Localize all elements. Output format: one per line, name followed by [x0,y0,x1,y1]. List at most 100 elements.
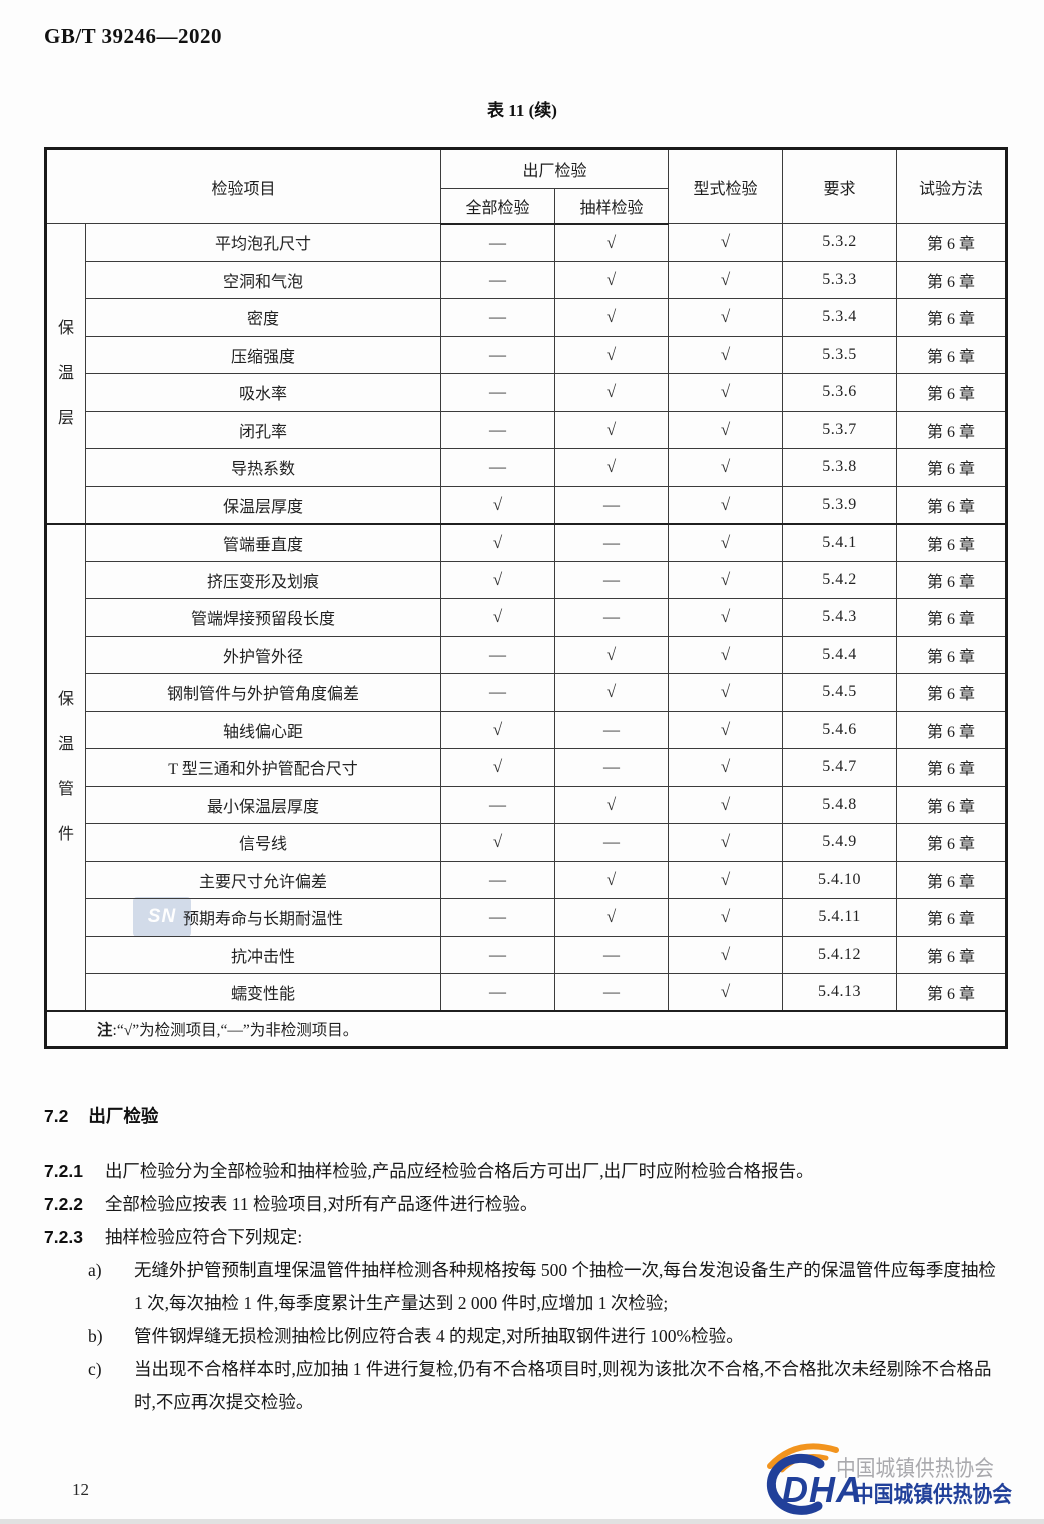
full-inspection-cell: — [440,373,556,412]
item-cell: 挤压变形及划痕 [84,560,442,599]
note-row: 注:“√”为检测项目,“—”为非检测项目。 [44,1010,1008,1048]
clause-7-2-3: 7.2.3 抽样检验应符合下列规定: [44,1221,1006,1254]
sampling-inspection-cell: √ [554,410,670,449]
full-inspection-cell: — [440,335,556,374]
type-inspection-cell: √ [668,860,784,899]
col-header-factory: 出厂检验 [440,148,670,189]
method-cell: 第 6 章 [896,598,1008,637]
item-cell: 导热系数 [84,448,442,487]
full-inspection-cell: √ [440,522,556,562]
type-inspection-cell: √ [668,335,784,374]
logo-c-swoosh-icon [766,1453,825,1515]
full-inspection-cell: — [440,860,556,899]
requirement-cell: 5.4.7 [782,748,898,787]
type-inspection-cell: √ [668,522,784,562]
list-marker: a) [88,1260,102,1280]
requirement-cell: 5.4.8 [782,785,898,824]
table-row: 保温层厚度 √ — √ 5.3.9 第 6 章 [46,485,1008,524]
heating-association-logo: DHA 中国城镇供热协会 中国城镇供热协会 [766,1443,1012,1515]
item-cell: 闭孔率 [84,410,442,449]
table-header: 检验项目 出厂检验 型式检验 要求 试验方法 全部检验 抽样检验 [44,148,1008,225]
list-item-a: a) 无缝外护管预制直埋保温管件抽样检测各种规格按每 500 个抽检一次,每台发… [44,1254,1006,1320]
requirement-cell: 5.4.6 [782,710,898,749]
requirement-cell: 5.4.2 [782,560,898,599]
sampling-inspection-cell: √ [554,335,670,374]
table-row: 钢制管件与外护管角度偏差 — √ √ 5.4.5 第 6 章 [46,673,1008,712]
type-inspection-cell: √ [668,410,784,449]
table-row: 管端焊接预留段长度 √ — √ 5.4.3 第 6 章 [46,598,1008,637]
method-cell: 第 6 章 [896,335,1008,374]
method-cell: 第 6 章 [896,260,1008,299]
clause-number: 7.2.2 [44,1194,83,1214]
table-row: 轴线偏心距 √ — √ 5.4.6 第 6 章 [46,710,1008,749]
table-body: 保 温 层平均泡孔尺寸 — √ √ 5.3.2 第 6 章 空洞和气泡 — √ … [45,223,1008,1012]
method-cell: 第 6 章 [896,973,1008,1012]
sampling-inspection-cell: — [554,748,670,787]
method-cell: 第 6 章 [896,785,1008,824]
method-cell: 第 6 章 [896,860,1008,899]
full-inspection-cell: — [440,785,556,824]
table-row: 抗冲击性 — — √ 5.4.12 第 6 章 [46,935,1008,974]
table-row: 保 温 层平均泡孔尺寸 — √ √ 5.3.2 第 6 章 [45,223,1008,524]
method-cell: 第 6 章 [896,298,1008,337]
sampling-inspection-cell: — [554,935,670,974]
full-inspection-cell: √ [440,823,556,862]
sampling-inspection-cell: √ [554,860,670,899]
item-cell: 保温层厚度 [84,485,442,524]
table-row: 导热系数 — √ √ 5.3.8 第 6 章 [46,448,1008,487]
note-text: :“√”为检测项目,“—”为非检测项目。 [112,1021,359,1039]
table-row: 信号线 √ — √ 5.4.9 第 6 章 [46,823,1008,862]
col-header-sampling-inspection: 抽样检验 [554,188,670,225]
full-inspection-cell: — [440,448,556,487]
clause-number: 7.2 [44,1106,69,1126]
list-text: 无缝外护管预制直埋保温管件抽样检测各种规格按每 500 个抽检一次,每台发泡设备… [134,1260,996,1313]
method-cell: 第 6 章 [896,223,1008,262]
table-row: 挤压变形及划痕 √ — √ 5.4.2 第 6 章 [46,560,1008,599]
clause-text: 抽样检验应符合下列规定: [104,1227,303,1247]
item-cell: 平均泡孔尺寸 [84,223,442,262]
col-header-type: 型式检验 [668,148,784,224]
full-inspection-cell: — [440,935,556,974]
full-inspection-cell: — [440,673,556,712]
requirement-cell: 5.3.3 [782,260,898,299]
full-inspection-cell: — [440,898,556,937]
sampling-inspection-cell: √ [554,373,670,412]
item-cell: 信号线 [84,823,442,862]
item-cell: 抗冲击性 [84,935,442,974]
sampling-inspection-cell: — [554,823,670,862]
page-number: 12 [72,1480,89,1499]
item-cell: 压缩强度 [84,335,442,374]
type-inspection-cell: √ [668,973,784,1012]
method-cell: 第 6 章 [896,485,1008,524]
type-inspection-cell: √ [668,298,784,337]
type-inspection-cell: √ [668,673,784,712]
full-inspection-cell: √ [440,598,556,637]
requirement-cell: 5.4.1 [782,522,898,562]
requirement-cell: 5.4.3 [782,598,898,637]
item-cell: 蠕变性能 [84,973,442,1012]
standard-code: GB/T 39246—2020 [44,24,223,48]
requirement-cell: 5.3.5 [782,335,898,374]
method-cell: 第 6 章 [896,710,1008,749]
full-inspection-cell: — [440,298,556,337]
full-inspection-cell: √ [440,748,556,787]
type-inspection-cell: √ [668,785,784,824]
method-cell: 第 6 章 [896,823,1008,862]
requirement-cell: 5.3.9 [782,485,898,524]
table-row: 主要尺寸允许偏差 — √ √ 5.4.10 第 6 章 [46,860,1008,899]
method-cell: 第 6 章 [896,373,1008,412]
requirement-cell: 5.4.9 [782,823,898,862]
logo-text: 中国城镇供热协会 [854,1482,1012,1507]
list-marker: c) [88,1359,102,1379]
full-inspection-cell: — [440,223,556,262]
item-cell: 管端焊接预留段长度 [84,598,442,637]
requirement-cell: 5.3.4 [782,298,898,337]
list-text: 当出现不合格样本时,应加抽 1 件进行复检,仍有不合格项目时,则视为该批次不合格… [134,1359,992,1412]
list-item-c: c) 当出现不合格样本时,应加抽 1 件进行复检,仍有不合格项目时,则视为该批次… [44,1353,1006,1419]
item-cell: 轴线偏心距 [84,710,442,749]
group-label: 保 温 管 件 [45,522,86,1012]
group-label: 保 温 层 [45,223,86,524]
requirement-cell: 5.4.11 [782,898,898,937]
full-inspection-cell: — [440,973,556,1012]
clause-title: 出厂检验 [88,1106,159,1126]
